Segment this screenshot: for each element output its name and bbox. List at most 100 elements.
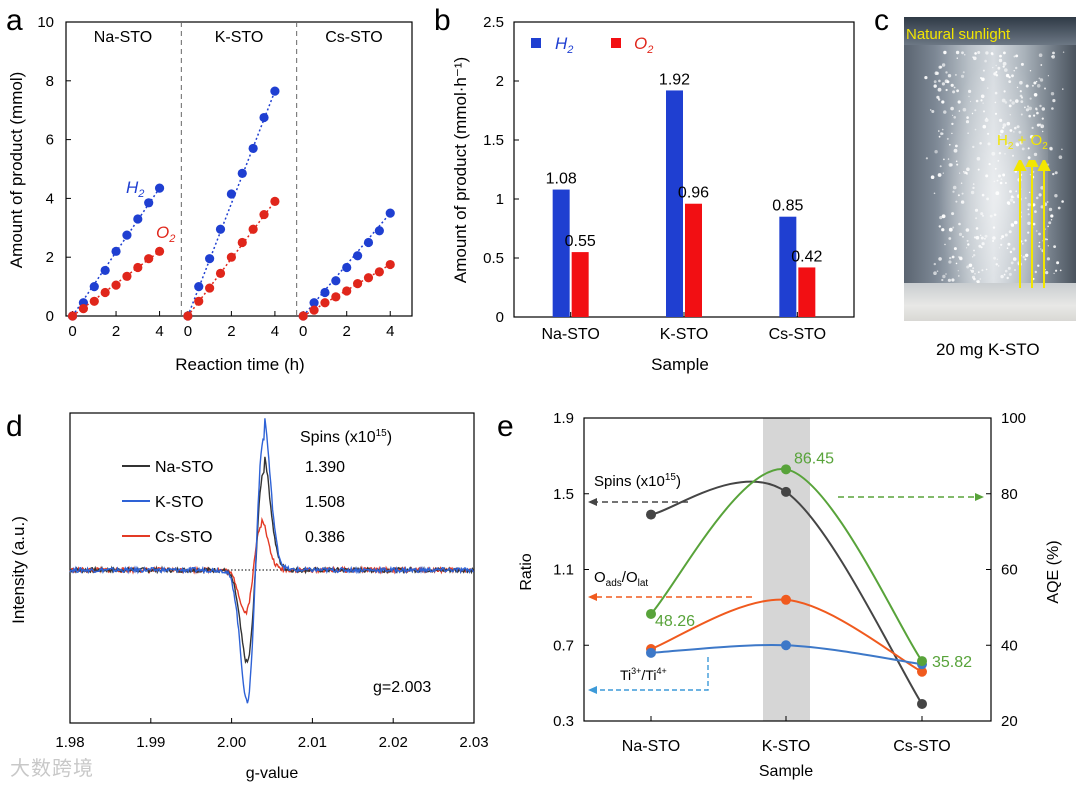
- photo-bubble: [947, 74, 952, 78]
- photo-bubble: [963, 53, 966, 56]
- panel-e-category-label: K-STO: [762, 738, 811, 755]
- photo-bubble: [1052, 99, 1056, 103]
- panel-a-xtick-label: 4: [386, 323, 394, 340]
- photo-bubble: [1000, 129, 1004, 134]
- photo-bubble: [1009, 198, 1014, 202]
- photo-bubble: [1036, 111, 1039, 115]
- panel-e-aqe-value: 48.26: [655, 613, 695, 630]
- photo-bubble: [938, 135, 941, 138]
- photo-bubble: [986, 197, 989, 201]
- photo-bubble: [958, 275, 960, 277]
- photo-bubble: [994, 112, 998, 115]
- panel-d-xtick-label: 2.00: [217, 734, 246, 751]
- panel-e-ytick-right-label: 80: [1001, 486, 1018, 503]
- photo-bubble: [1041, 107, 1045, 111]
- panel-e-marks: 48.26 86.45 35.82: [588, 450, 984, 709]
- panel-d-axes: 1.98 1.99 2.00 2.01 2.02 2.03: [55, 569, 489, 751]
- panel-a-point-O2: [111, 280, 121, 290]
- panel-a-point-H2: [194, 282, 204, 292]
- photo-bubble: [937, 173, 942, 177]
- panel-a-point-O2: [342, 286, 352, 296]
- panel-a-point-O2: [194, 296, 204, 306]
- photo-bubble: [941, 278, 944, 282]
- photo-bubble: [1050, 92, 1055, 96]
- photo-bubble: [1053, 245, 1056, 249]
- panel-a-point-H2: [237, 168, 247, 179]
- photo-bubble: [938, 65, 942, 69]
- photo-bubble: [981, 269, 984, 272]
- photo-bubble: [985, 268, 988, 271]
- panel-a-point-H2: [331, 276, 341, 286]
- photo-bubble: [1020, 100, 1024, 103]
- photo-bubble: [1007, 242, 1011, 246]
- photo-bubble: [1012, 247, 1016, 251]
- panel-e-point-Spins: [781, 486, 791, 497]
- panel-b-axes: 0 0.5 1 1.5 2 2.5 Na-STO K-STO Cs-STO: [483, 14, 826, 343]
- photo-bubble: [1038, 245, 1041, 248]
- photo-bubble: [951, 278, 955, 282]
- panel-a-point-H2: [270, 86, 280, 96]
- panel-b-category-label: K-STO: [660, 326, 709, 343]
- panel-a-point-O2: [78, 304, 89, 314]
- photo-bubble: [1008, 104, 1012, 108]
- photo-bubble: [1027, 203, 1031, 207]
- photo-bubble: [1014, 126, 1017, 130]
- panel-e-aqe-value: 35.82: [932, 654, 972, 671]
- panel-a-point-H2: [226, 189, 236, 199]
- photo-bubble: [1041, 117, 1044, 120]
- photo-bubble: [948, 260, 952, 264]
- photo-bubble: [973, 254, 976, 257]
- photo-bubble: [1002, 126, 1005, 129]
- photo-bubble: [1028, 114, 1031, 118]
- photo-bubble: [1009, 129, 1013, 132]
- photo-bubble: [1029, 70, 1032, 72]
- panel-letter-c: c: [874, 4, 889, 37]
- panel-b-legend-o2: O2: [634, 34, 653, 56]
- panel-e-ti-label: Ti3+/Ti4+: [620, 666, 667, 683]
- panel-d-legend-label: K-STO: [155, 494, 204, 511]
- photo-bubble: [1035, 107, 1038, 110]
- photo-bubble: [938, 130, 940, 132]
- photo-bubble: [998, 58, 1003, 63]
- photo-bubble: [973, 56, 977, 61]
- photo-bubble: [992, 226, 996, 229]
- photo-bubble: [1038, 232, 1041, 236]
- photo-bubble: [969, 100, 972, 103]
- photo-bubble: [998, 265, 1000, 267]
- photo-bubble: [980, 212, 984, 216]
- photo-bubble: [991, 53, 994, 56]
- photo-bubble: [993, 256, 996, 260]
- panel-e-ytick-right-label: 20: [1001, 713, 1018, 730]
- panel-a-point-O2: [385, 259, 395, 270]
- photo-bubble: [974, 128, 977, 131]
- photo-bubble: [936, 95, 940, 99]
- panel-b-ytick-label: 1.5: [483, 132, 504, 149]
- panel-a-point-O2: [226, 252, 236, 262]
- photo-bubble: [1005, 73, 1010, 78]
- photo-bubbles: [924, 50, 1065, 284]
- panel-d-spectrum-Cs-STO: [69, 516, 475, 616]
- photo-bubble: [1015, 66, 1018, 70]
- photo-bubble: [1000, 178, 1003, 181]
- photo-bubble: [1022, 255, 1026, 259]
- photo-bubble: [966, 239, 969, 242]
- photo-bubble: [1052, 172, 1055, 176]
- photo-bubble: [966, 172, 968, 175]
- panel-a-axes: 0 2 4 6 8 10 0 2 4 0 2 4 0 2 4: [37, 14, 394, 340]
- photo-bubble: [956, 89, 959, 93]
- photo-bubble: [1032, 222, 1036, 226]
- panel-a-ytick-label: 8: [46, 73, 54, 90]
- photo-bubble: [955, 200, 958, 203]
- photo-bubble: [981, 214, 985, 217]
- panel-e-point-AQE: [917, 656, 927, 667]
- photo-bubble: [1036, 123, 1040, 127]
- photo-bubble: [1024, 106, 1026, 109]
- panel-e-ytick-right-label: 60: [1001, 562, 1018, 579]
- photo-bubble: [980, 94, 985, 99]
- photo-bubble: [956, 57, 958, 59]
- photo-bubble: [987, 132, 990, 135]
- photo-bubble: [941, 214, 946, 219]
- photo-bubble: [1020, 96, 1024, 99]
- photo-bubble: [1024, 197, 1027, 200]
- photo-bubble: [938, 225, 941, 228]
